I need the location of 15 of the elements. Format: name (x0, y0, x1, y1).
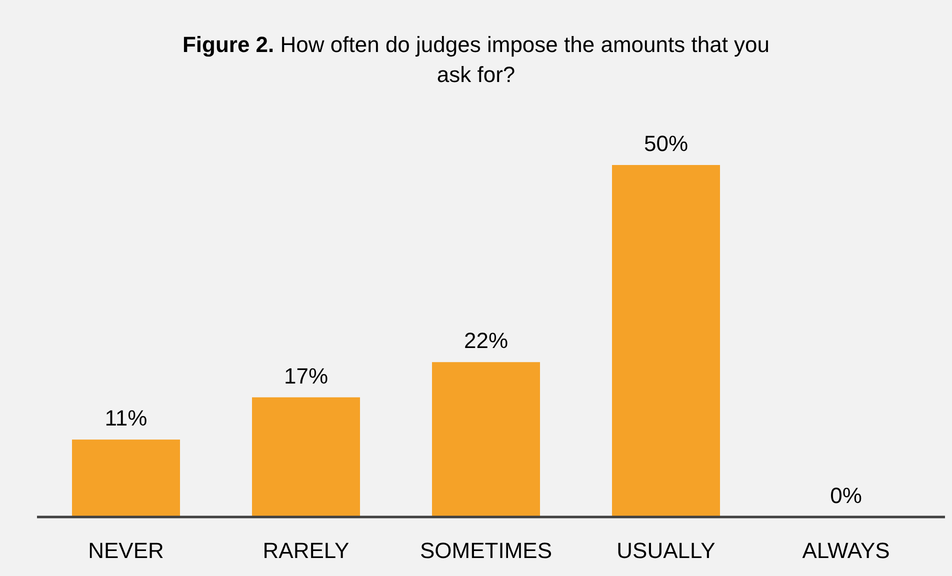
data-label: 0% (830, 483, 862, 508)
x-tick-label: ALWAYS (802, 538, 890, 563)
bar (72, 440, 180, 517)
data-label: 17% (284, 363, 328, 388)
x-tick-label: SOMETIMES (420, 538, 552, 563)
data-label: 22% (464, 328, 508, 354)
data-label: 50% (644, 131, 688, 156)
chart-title: Figure 2. How often do judges impose the amounts that you ask for? (182, 32, 770, 87)
bar (612, 165, 720, 517)
x-tick-label: RARELY (262, 538, 350, 563)
x-tick-label: NEVER (88, 538, 164, 563)
x-tick-label: USUALLY (616, 538, 716, 563)
bar (252, 397, 360, 517)
data-label: 11% (104, 406, 148, 431)
bar (432, 362, 540, 517)
